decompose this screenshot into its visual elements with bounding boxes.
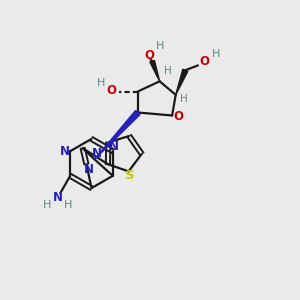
Text: N: N	[108, 140, 118, 153]
Text: H: H	[43, 200, 52, 210]
Text: H: H	[156, 41, 165, 51]
Text: H: H	[64, 200, 72, 210]
Polygon shape	[150, 60, 160, 81]
Text: N: N	[53, 191, 63, 204]
Text: N: N	[84, 163, 94, 176]
Polygon shape	[94, 110, 140, 159]
Text: S: S	[125, 169, 135, 182]
Text: O: O	[174, 110, 184, 124]
Text: O: O	[144, 49, 154, 62]
Polygon shape	[176, 69, 188, 95]
Text: H: H	[180, 94, 188, 104]
Text: H: H	[97, 78, 105, 88]
Text: O: O	[200, 55, 209, 68]
Text: H: H	[164, 66, 172, 76]
Text: N: N	[92, 147, 102, 160]
Text: N: N	[60, 145, 70, 158]
Text: O: O	[107, 84, 117, 97]
Text: H: H	[212, 49, 220, 59]
